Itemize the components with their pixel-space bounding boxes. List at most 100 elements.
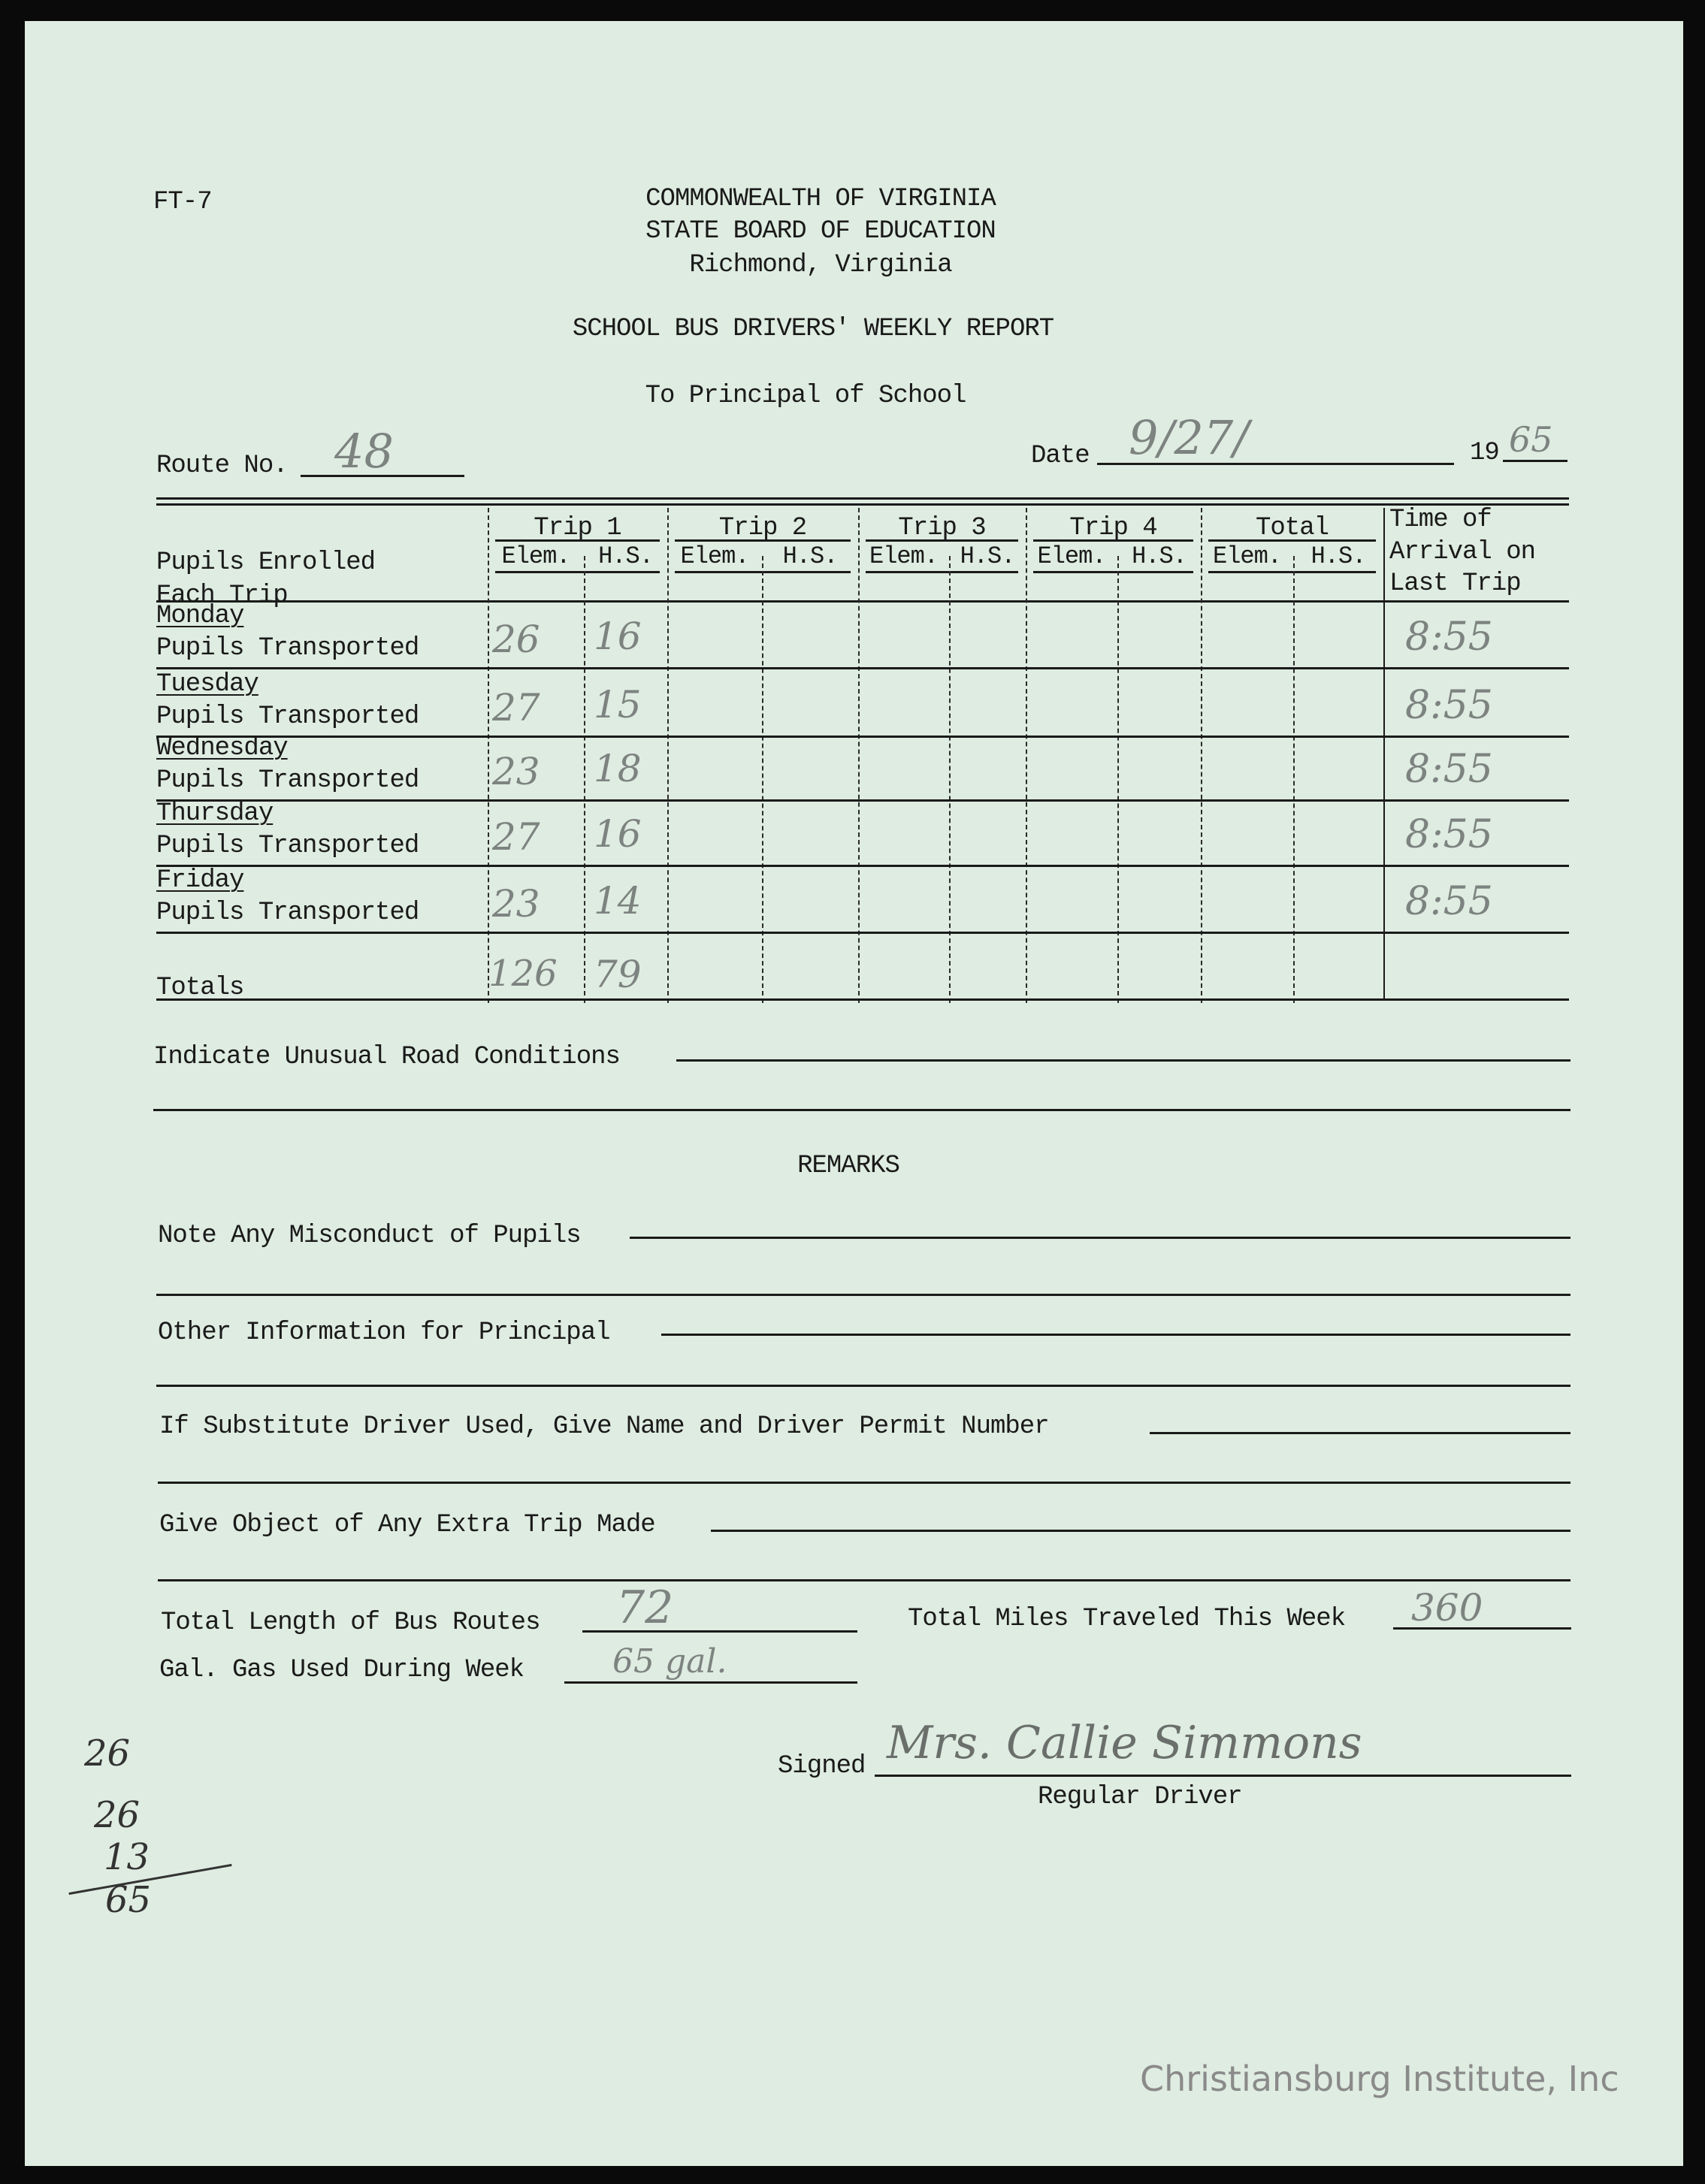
route-length-value[interactable]: 72: [616, 1581, 674, 1634]
trip1-elem-cell[interactable]: 26: [492, 618, 540, 661]
route-value[interactable]: 48: [334, 424, 394, 479]
row-header-2: Each Trip: [156, 581, 289, 610]
column-divider: [1117, 556, 1119, 1003]
row-line: [156, 932, 1569, 934]
year-line: [1503, 460, 1567, 462]
elem-header: Elem.: [869, 542, 939, 570]
table-top-line: [156, 497, 1569, 500]
group-underline: [495, 539, 660, 542]
pupils-transported-label: Pupils Transported: [156, 634, 419, 663]
pupils-transported-label: Pupils Transported: [156, 832, 419, 860]
group-underline: [675, 539, 851, 542]
subheader-underline: [1208, 571, 1376, 573]
elem-header: Elem.: [680, 542, 749, 570]
column-divider: [667, 508, 669, 1003]
row-line: [156, 799, 1569, 802]
trip1-hs-cell[interactable]: 14: [594, 879, 642, 923]
header-line2: STATE BOARD OF EDUCATION: [645, 217, 996, 246]
trip1-hs-total[interactable]: 79: [594, 953, 642, 996]
signature-line: [875, 1775, 1571, 1777]
trip1-elem-cell[interactable]: 23: [492, 882, 540, 926]
extra-trip-label: Give Object of Any Extra Trip Made: [159, 1511, 656, 1539]
arrival-time-cell[interactable]: 8:55: [1405, 683, 1493, 728]
year-prefix: 19: [1470, 439, 1500, 467]
pupils-transported-label: Pupils Transported: [156, 702, 419, 731]
trip-group-header: Trip 3: [898, 514, 986, 542]
margin-sum-1: 26: [84, 1732, 131, 1775]
route-length-line: [582, 1630, 857, 1633]
arrival-time-cell[interactable]: 8:55: [1405, 879, 1493, 924]
date-value[interactable]: 9/27/: [1129, 410, 1250, 465]
report-subtitle: To Principal of School: [645, 382, 967, 410]
extra-trip-line[interactable]: [711, 1530, 1570, 1532]
row-line: [156, 667, 1569, 669]
arrival-time-cell[interactable]: 8:55: [1405, 747, 1493, 792]
gas-label: Gal. Gas Used During Week: [159, 1656, 524, 1684]
time-header-1: Time of: [1389, 506, 1492, 534]
signed-role: Regular Driver: [1038, 1783, 1243, 1811]
header-bottom-line: [156, 600, 1569, 603]
row-line: [156, 736, 1569, 738]
other-info-line2[interactable]: [156, 1385, 1570, 1387]
misconduct-label: Note Any Misconduct of Pupils: [158, 1222, 582, 1250]
watermark: Christiansburg Institute, Inc: [1140, 2059, 1619, 2099]
header-line3: Richmond, Virginia: [689, 251, 952, 279]
trip1-hs-cell[interactable]: 16: [594, 615, 642, 658]
hs-header: H.S.: [1132, 542, 1187, 570]
trip1-elem-cell[interactable]: 23: [492, 750, 540, 793]
route-label: Route No.: [156, 452, 289, 480]
substitute-line2[interactable]: [158, 1482, 1570, 1484]
trip-group-header: Total: [1255, 514, 1329, 542]
misconduct-line2[interactable]: [156, 1294, 1570, 1296]
subheader-underline: [1033, 571, 1193, 573]
misconduct-line[interactable]: [630, 1237, 1570, 1239]
column-divider: [1026, 508, 1027, 1003]
day-label: Tuesday: [156, 670, 259, 699]
gas-value[interactable]: 65 gal.: [612, 1642, 727, 1681]
column-divider: [1201, 508, 1202, 1003]
day-label: Friday: [156, 866, 244, 895]
margin-sum-total: 65: [105, 1879, 152, 1921]
subheader-underline: [866, 571, 1018, 573]
elem-header: Elem.: [1212, 542, 1282, 570]
trip-group-header: Trip 1: [534, 514, 621, 542]
trip1-hs-cell[interactable]: 18: [594, 747, 642, 790]
trip1-hs-cell[interactable]: 15: [594, 683, 642, 726]
arrival-time-cell[interactable]: 8:55: [1405, 812, 1493, 857]
group-underline: [866, 539, 1018, 542]
column-divider: [584, 556, 585, 1003]
road-conditions-line2[interactable]: [153, 1109, 1570, 1111]
road-conditions-line[interactable]: [676, 1059, 1570, 1062]
extra-trip-line2[interactable]: [158, 1579, 1570, 1581]
substitute-line[interactable]: [1150, 1432, 1570, 1434]
totals-label: Totals: [156, 974, 244, 1002]
other-info-label: Other Information for Principal: [158, 1319, 611, 1347]
pupils-transported-label: Pupils Transported: [156, 899, 419, 927]
substitute-label: If Substitute Driver Used, Give Name and…: [159, 1412, 1050, 1441]
elem-header: Elem.: [1037, 542, 1106, 570]
route-length-label: Total Length of Bus Routes: [161, 1609, 540, 1637]
trip1-elem-cell[interactable]: 27: [492, 686, 540, 730]
miles-value[interactable]: 360: [1411, 1586, 1483, 1630]
form-paper: [25, 21, 1683, 2166]
date-label: Date: [1031, 442, 1090, 470]
trip1-elem-total[interactable]: 126: [488, 953, 558, 995]
remarks-heading: REMARKS: [797, 1152, 900, 1180]
report-title: SCHOOL BUS DRIVERS' WEEKLY REPORT: [572, 315, 1054, 343]
hs-header: H.S.: [1310, 542, 1367, 570]
group-underline: [1033, 539, 1193, 542]
trip1-hs-cell[interactable]: 16: [594, 812, 642, 856]
group-underline: [1208, 539, 1376, 542]
signed-label: Signed: [778, 1752, 866, 1781]
arrival-time-cell[interactable]: 8:55: [1405, 615, 1493, 660]
row-line: [156, 865, 1569, 867]
trip1-elem-cell[interactable]: 27: [492, 815, 540, 859]
totals-line: [156, 998, 1569, 1001]
row-header-1: Pupils Enrolled: [156, 548, 376, 577]
trip-group-header: Trip 4: [1069, 514, 1157, 542]
year-value[interactable]: 65: [1509, 419, 1553, 460]
miles-label: Total Miles Traveled This Week: [908, 1605, 1346, 1633]
column-divider: [762, 556, 763, 1003]
other-info-line[interactable]: [661, 1334, 1570, 1336]
column-divider: [488, 508, 489, 1003]
